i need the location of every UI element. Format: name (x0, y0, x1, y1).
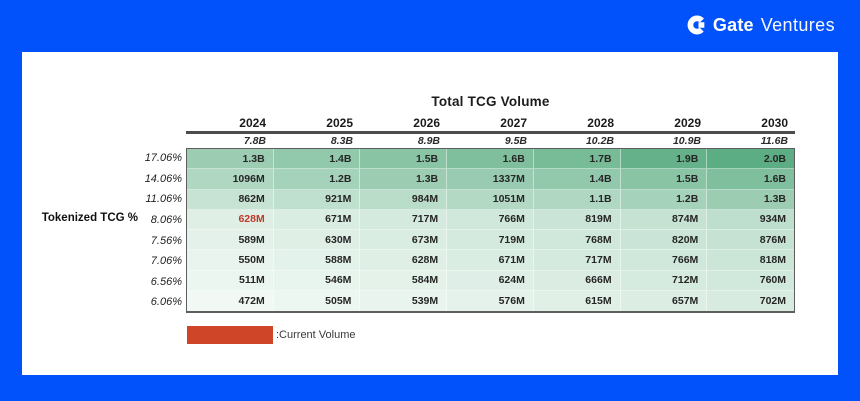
total-volume-row: 7.8B 8.3B 8.9B 9.5B 10.2B 10.9B 11.6B (186, 135, 795, 147)
heatmap-cell: 1.1B (533, 189, 621, 210)
heatmap-cell: 768M (533, 230, 621, 251)
heatmap-cell: 874M (620, 209, 708, 230)
heatmap-cell: 657M (620, 290, 708, 311)
heatmap-cell: 1.3B (187, 149, 274, 170)
year-column-header: 2029 (674, 115, 701, 130)
year-column-header: 2024 (239, 115, 266, 130)
heatmap-cell: 876M (707, 230, 794, 251)
heatmap-cell: 615M (533, 290, 621, 311)
year-column-header: 2025 (326, 115, 353, 130)
heatmap-cell: 588M (273, 250, 361, 271)
heatmap-cell: 1.6B (447, 149, 534, 170)
heatmap-cell: 589M (187, 230, 274, 251)
heatmap-cell: 505M (273, 290, 361, 311)
percentage-label: 11.06% (145, 193, 183, 206)
heatmap-cell: 671M (273, 209, 361, 230)
heatmap-cell: 1.5B (360, 149, 448, 170)
heatmap-cell: 921M (273, 189, 361, 210)
heatmap-cell: 1.4B (533, 169, 621, 190)
heatmap-cell: 1096M (187, 169, 274, 190)
total-volume-value: 7.8B (243, 135, 266, 147)
legend: :Current Volume (187, 326, 355, 344)
heatmap-cell: 1.3B (707, 189, 794, 210)
heatmap-cell: 820M (620, 230, 708, 251)
heatmap-cell: 712M (620, 270, 708, 291)
heatmap-cell: 819M (533, 209, 621, 230)
heatmap-cell: 818M (707, 250, 794, 271)
heatmap-cell: 702M (707, 290, 794, 311)
brand-name-gate: Gate (712, 14, 754, 35)
heatmap-cell: 671M (447, 250, 534, 271)
heatmap-cell: 1.2B (620, 189, 708, 210)
year-header-row: 2024 2025 2026 2027 2028 2029 2030 (186, 115, 795, 130)
heatmap-cell: 546M (273, 270, 361, 291)
percentage-label: 7.06% (150, 255, 182, 268)
total-volume-value: 11.6B (760, 135, 788, 147)
heatmap-cell: 628M (360, 250, 448, 271)
heatmap-cell: 550M (187, 250, 274, 271)
percentage-labels: 17.06% 14.06% 11.06% 8.06% 7.56% 7.06% 6.56% 6.… (140, 148, 182, 313)
heatmap-cell-current-volume: 628M (187, 209, 274, 230)
header-divider (186, 131, 795, 134)
heatmap-cell: 666M (533, 270, 621, 291)
total-volume-value: 9.5B (504, 135, 527, 147)
total-volume-value: 10.9B (672, 135, 701, 147)
brand-name-ventures: Ventures (760, 14, 835, 35)
heatmap-cell: 760M (707, 270, 794, 291)
percentage-label: 17.06% (144, 152, 182, 164)
heatmap-cell: 472M (187, 290, 274, 311)
total-volume-value: 10.2B (585, 135, 614, 147)
percentage-label: 14.06% (144, 172, 182, 185)
heatmap-cell: 1.4B (273, 149, 361, 170)
heatmap-cell: 717M (360, 209, 448, 230)
heatmap-cell: 1.2B (273, 169, 361, 190)
brand-logo: Gate Ventures (686, 12, 835, 38)
heatmap-cell: 630M (273, 230, 361, 251)
heatmap-cell: 673M (360, 230, 448, 251)
heatmap-cell: 1.6B (707, 169, 794, 190)
heatmap-cell: 717M (533, 250, 621, 271)
heatmap-cell: 1.7B (533, 149, 621, 170)
heatmap-cell: 584M (360, 270, 448, 291)
heatmap-cell: 984M (360, 189, 448, 210)
total-volume-value: 8.9B (417, 135, 440, 147)
heatmap-cell: 1.3B (360, 169, 448, 190)
heatmap-cell: 2.0B (707, 149, 794, 170)
year-column-header: 2027 (500, 115, 527, 130)
legend-current-volume-swatch (187, 326, 273, 344)
legend-label: :Current Volume (276, 329, 356, 341)
percentage-label: 7.56% (150, 234, 182, 247)
year-column-header: 2028 (587, 115, 614, 130)
heatmap-cell: 1.9B (620, 149, 708, 170)
percentage-label: 6.06% (150, 296, 182, 309)
percentage-label: 8.06% (150, 213, 182, 226)
heatmap-cell: 539M (360, 290, 448, 311)
content-card: Total TCG Volume 2024 2025 2026 2027 2028 202… (22, 52, 838, 375)
heatmap-cell: 719M (447, 230, 534, 251)
heatmap-cell: 934M (707, 209, 794, 230)
heatmap-cell: 766M (447, 209, 534, 230)
total-volume-value: 8.3B (330, 135, 353, 147)
chart-title: Total TCG Volume (431, 94, 550, 109)
gate-logo-icon (687, 15, 707, 35)
heatmap-cell: 576M (447, 290, 534, 311)
row-axis-label: Tokenized TCG % (41, 212, 138, 224)
year-column-header: 2030 (761, 115, 788, 130)
heatmap-cell: 862M (187, 189, 274, 210)
heatmap-cell: 1337M (447, 169, 534, 190)
heatmap-cell: 1.5B (620, 169, 708, 190)
year-column-header: 2026 (413, 115, 440, 130)
heatmap-body: 1.3B 1.4B 1.5B 1.6B 1.7B 1.9B 2.0B 1096M 1.2B 1.3… (186, 148, 795, 313)
heatmap-cell: 766M (620, 250, 708, 271)
percentage-label: 6.56% (150, 275, 182, 288)
heatmap-cell: 1051M (447, 189, 534, 210)
heatmap-cell: 624M (447, 270, 534, 291)
heatmap-cell: 511M (187, 270, 274, 291)
